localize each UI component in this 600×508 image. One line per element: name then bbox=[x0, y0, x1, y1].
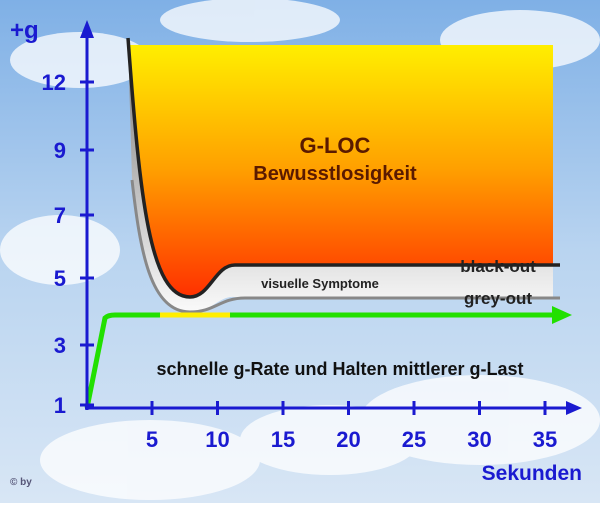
copyright: © by bbox=[10, 477, 32, 488]
y-tick-label: 7 bbox=[54, 203, 66, 228]
x-axis-label: Sekunden bbox=[482, 462, 582, 485]
y-axis-arrow bbox=[80, 20, 94, 38]
gloc-title: G-LOC bbox=[300, 133, 371, 158]
visual-symptoms-region bbox=[128, 40, 553, 312]
y-tick-label: 5 bbox=[54, 266, 66, 291]
g-load-curve bbox=[84, 312, 555, 409]
x-axis-arrow bbox=[566, 401, 582, 415]
grey-out-label: grey-out bbox=[464, 289, 532, 308]
caption: schnelle g-Rate und Halten mittlerer g-L… bbox=[156, 359, 523, 379]
black-out-label: black-out bbox=[460, 257, 536, 276]
g-load-arrow bbox=[552, 306, 572, 324]
x-tick-label: 5 bbox=[146, 427, 158, 452]
x-tick-label: 35 bbox=[533, 427, 557, 452]
y-axis-label: +g bbox=[10, 17, 39, 44]
gloc-subtitle: Bewusstlosigkeit bbox=[253, 163, 417, 185]
visual-symptoms-label: visuelle Symptome bbox=[261, 276, 379, 291]
x-tick-label: 25 bbox=[402, 427, 426, 452]
y-tick-label: 1 bbox=[54, 393, 66, 418]
x-tick-label: 20 bbox=[336, 427, 360, 452]
black-out-curve bbox=[126, 37, 560, 299]
gloc-region bbox=[128, 40, 553, 297]
y-tick-label: 3 bbox=[54, 333, 66, 358]
x-tick-label: 15 bbox=[271, 427, 295, 452]
x-tick-label: 10 bbox=[205, 427, 229, 452]
y-tick-label: 9 bbox=[54, 138, 66, 163]
x-tick-label: 30 bbox=[467, 427, 491, 452]
y-tick-label: 12 bbox=[42, 70, 66, 95]
grey-out-curve bbox=[130, 179, 560, 314]
